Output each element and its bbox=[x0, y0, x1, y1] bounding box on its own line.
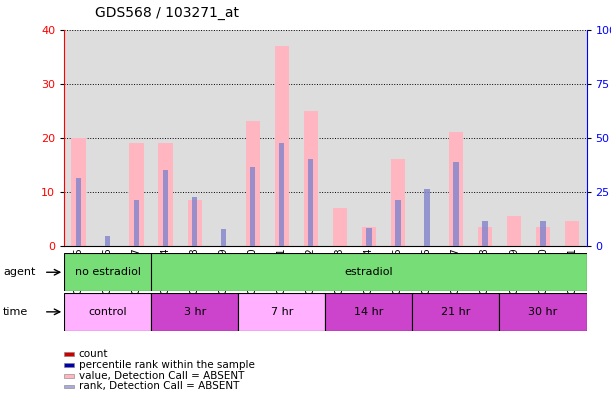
Bar bbox=[122, 30, 152, 246]
Text: time: time bbox=[3, 307, 28, 317]
Text: 21 hr: 21 hr bbox=[441, 307, 470, 317]
Bar bbox=[478, 227, 492, 246]
Bar bbox=[536, 227, 551, 246]
Bar bbox=[64, 293, 152, 331]
Bar bbox=[424, 189, 430, 246]
Text: agent: agent bbox=[3, 267, 35, 277]
Bar bbox=[325, 293, 412, 331]
Bar bbox=[93, 30, 122, 246]
Text: 3 hr: 3 hr bbox=[184, 307, 206, 317]
Bar bbox=[366, 228, 371, 246]
Text: count: count bbox=[79, 349, 108, 360]
Text: percentile rank within the sample: percentile rank within the sample bbox=[79, 360, 255, 370]
Bar bbox=[268, 30, 296, 246]
Bar bbox=[540, 221, 546, 246]
Bar bbox=[390, 159, 405, 246]
Bar bbox=[76, 178, 81, 246]
Bar bbox=[453, 162, 459, 246]
Bar bbox=[565, 221, 579, 246]
Bar bbox=[296, 30, 325, 246]
Bar bbox=[395, 200, 401, 246]
Bar bbox=[558, 30, 587, 246]
Bar bbox=[529, 30, 558, 246]
Bar bbox=[192, 197, 197, 246]
Text: 30 hr: 30 hr bbox=[529, 307, 558, 317]
Bar bbox=[470, 30, 500, 246]
Bar bbox=[152, 30, 180, 246]
Text: estradiol: estradiol bbox=[345, 267, 393, 277]
Bar bbox=[163, 170, 169, 246]
Bar bbox=[221, 229, 227, 246]
Bar bbox=[304, 110, 318, 246]
Bar bbox=[180, 30, 209, 246]
Bar bbox=[238, 30, 267, 246]
Bar bbox=[209, 30, 238, 246]
Bar bbox=[158, 143, 173, 246]
Bar bbox=[274, 46, 289, 246]
Bar bbox=[507, 216, 521, 246]
Bar bbox=[325, 30, 354, 246]
Bar bbox=[152, 293, 238, 331]
Bar bbox=[105, 236, 111, 246]
Bar bbox=[71, 137, 86, 246]
Bar bbox=[308, 159, 313, 246]
Bar bbox=[332, 208, 347, 246]
Bar bbox=[441, 30, 470, 246]
Bar bbox=[412, 293, 500, 331]
Bar bbox=[250, 167, 255, 246]
Bar bbox=[246, 122, 260, 246]
Bar bbox=[500, 30, 529, 246]
Bar bbox=[448, 132, 463, 246]
Bar bbox=[64, 30, 93, 246]
Text: value, Detection Call = ABSENT: value, Detection Call = ABSENT bbox=[79, 371, 244, 381]
Text: no estradiol: no estradiol bbox=[75, 267, 141, 277]
Bar bbox=[384, 30, 412, 246]
Bar bbox=[188, 200, 202, 246]
Bar bbox=[238, 293, 325, 331]
Text: rank, Detection Call = ABSENT: rank, Detection Call = ABSENT bbox=[79, 381, 239, 392]
Text: 14 hr: 14 hr bbox=[354, 307, 384, 317]
Text: control: control bbox=[89, 307, 127, 317]
Text: GDS568 / 103271_at: GDS568 / 103271_at bbox=[95, 6, 239, 20]
Text: 7 hr: 7 hr bbox=[271, 307, 293, 317]
Bar bbox=[130, 143, 144, 246]
Bar bbox=[354, 30, 384, 246]
Bar bbox=[412, 30, 441, 246]
Bar bbox=[279, 143, 285, 246]
Bar bbox=[500, 293, 587, 331]
Bar bbox=[482, 221, 488, 246]
Bar bbox=[134, 200, 139, 246]
Bar bbox=[362, 227, 376, 246]
